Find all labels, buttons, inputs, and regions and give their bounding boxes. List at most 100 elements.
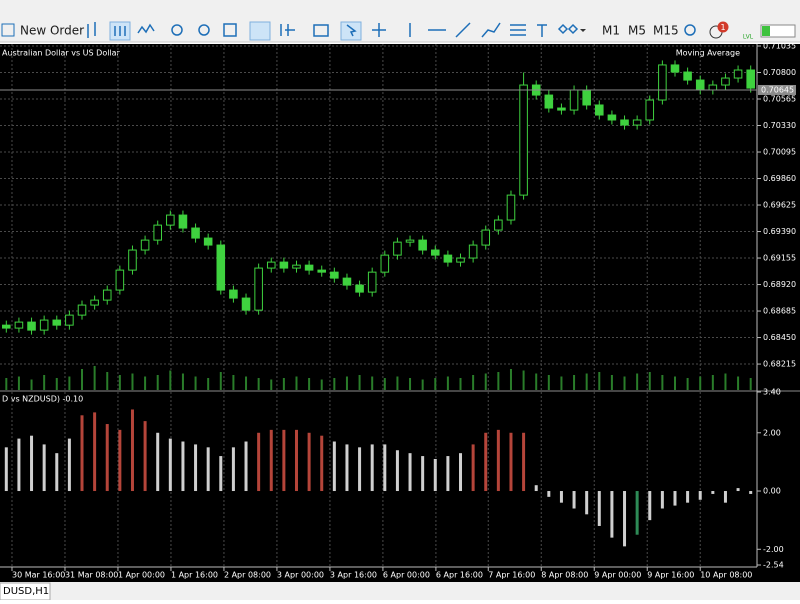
histogram-bar: [231, 447, 235, 492]
text-icon[interactable]: [537, 24, 547, 37]
histogram-bar: [395, 450, 399, 492]
x-tick-label: 9 Apr 16:00: [647, 571, 694, 580]
cursor-icon[interactable]: [340, 21, 362, 41]
current-price-box: [758, 84, 796, 95]
histogram-bar: [446, 456, 450, 492]
volume-bar: [648, 372, 651, 390]
candle-body: [330, 271, 339, 279]
y-tick-label: -2.54: [763, 561, 784, 570]
histogram-bar: [370, 444, 374, 492]
candle-body: [52, 319, 62, 326]
histogram-bar: [55, 453, 59, 492]
candle-body: [607, 114, 617, 121]
histogram-bar: [559, 491, 563, 503]
candle-body: [203, 237, 213, 246]
y-tick-label: 0.69390: [763, 227, 796, 236]
volume-bar: [232, 375, 235, 390]
timeframe-m15[interactable]: M15: [653, 24, 679, 38]
histogram-bar: [219, 456, 223, 492]
line-icon[interactable]: [137, 23, 155, 34]
volume-bar: [623, 376, 626, 390]
channel-icon[interactable]: [481, 22, 501, 38]
lvl-label: LVL: [743, 34, 754, 41]
autoscroll-icon[interactable]: [249, 21, 271, 41]
candle-body: [77, 304, 87, 316]
y-tick-label: 2.00: [763, 428, 781, 437]
volume-bar: [270, 379, 273, 390]
volume-bar: [320, 379, 323, 390]
histogram-bar: [269, 429, 273, 492]
candle-body: [2, 324, 11, 329]
bar-chart-icon[interactable]: [87, 22, 96, 38]
histogram-bar: [673, 491, 677, 506]
histogram-bar: [181, 441, 185, 492]
histogram-bar: [156, 432, 160, 492]
volume-bar: [257, 378, 260, 390]
candle-body: [481, 229, 491, 246]
histogram-bar: [143, 421, 147, 492]
y-tick-label: 0.69860: [763, 174, 796, 183]
volume-bar: [497, 372, 500, 390]
volume-bar: [459, 378, 462, 390]
histogram-bar: [711, 491, 715, 494]
shift-icon[interactable]: [280, 24, 295, 36]
candle-body: [569, 89, 579, 111]
volume-bar: [156, 375, 159, 390]
tab-bar: [0, 582, 800, 600]
volume-bar: [181, 373, 184, 390]
zoom-out-icon[interactable]: [198, 24, 210, 36]
screenshot-icon[interactable]: [313, 24, 329, 37]
volume-bar: [43, 375, 46, 390]
histogram-bar: [194, 444, 198, 492]
volume-bar: [661, 375, 664, 390]
cursor-arrow: [346, 24, 357, 37]
fibo-icon[interactable]: [510, 24, 526, 36]
y-tick-label: 0.00: [763, 487, 781, 496]
candle-body: [216, 244, 226, 291]
search-icon[interactable]: [684, 24, 696, 36]
x-tick-label: 1 Apr 00:00: [118, 571, 165, 580]
volume-bar: [131, 373, 134, 390]
histogram-bar: [522, 432, 526, 492]
trendline-icon[interactable]: [455, 22, 471, 38]
candle-body: [292, 264, 301, 269]
y-tick-label: 0.70800: [763, 68, 796, 77]
histogram-bar: [597, 491, 601, 526]
candle-body: [670, 64, 680, 73]
candle-body: [443, 254, 453, 263]
candle-body: [595, 104, 604, 116]
timeframe-m1[interactable]: M1: [602, 24, 620, 38]
x-tick-label: 2 Apr 08:00: [224, 571, 271, 580]
indicator-title: D vs NZDUSD) -0.10: [2, 395, 83, 404]
timeframe-m5[interactable]: M5: [628, 24, 646, 38]
candle-body: [355, 284, 364, 293]
y-tick-label: 3.40: [763, 388, 781, 397]
volume-bar: [686, 378, 689, 390]
grid-icon[interactable]: [223, 23, 237, 37]
volume-bar: [421, 379, 424, 390]
candle-body: [14, 321, 24, 329]
shapes-icon[interactable]: [557, 23, 579, 35]
candle-body: [468, 244, 478, 259]
candle-body: [430, 249, 440, 256]
volume-bar: [295, 376, 298, 390]
volume-bar: [68, 376, 71, 390]
volume-bar: [560, 376, 563, 390]
dropdown-arrow[interactable]: [580, 29, 586, 32]
histogram-bar: [547, 491, 551, 497]
candle-body: [494, 219, 503, 231]
zoom-in-icon[interactable]: [171, 24, 183, 36]
histogram-bar: [105, 424, 109, 492]
new-order-button[interactable]: New Order: [1, 23, 84, 38]
candle-body: [733, 69, 743, 79]
crosshair-icon[interactable]: [372, 23, 386, 37]
current-price-label: 0.70645: [761, 85, 794, 94]
x-tick-label: 6 Apr 00:00: [383, 571, 430, 580]
histogram-bar: [332, 441, 336, 492]
histogram-bar: [459, 453, 463, 492]
candle-body: [367, 271, 377, 293]
chart-tab-label: DUSD,H1: [3, 586, 49, 597]
y-tick-label: 0.69625: [763, 201, 796, 210]
histogram-bar: [4, 447, 8, 492]
y-tick-label: 0.68215: [763, 360, 796, 369]
